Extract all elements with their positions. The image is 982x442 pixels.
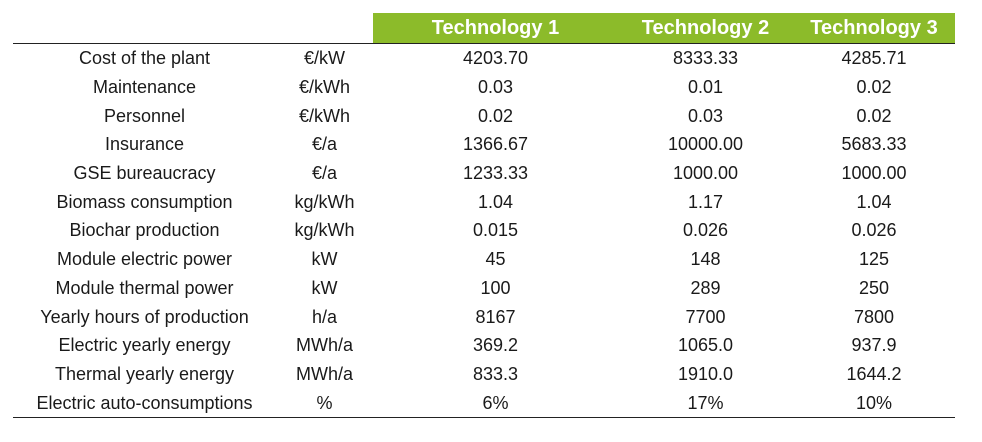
table-row: Personnel €/kWh 0.02 0.03 0.02 bbox=[13, 101, 955, 130]
technology-3-value-cell: 937.9 bbox=[851, 335, 897, 356]
technology-2-value-cell: 0.026 bbox=[682, 220, 729, 241]
technology-3-value-cell: 0.02 bbox=[856, 77, 892, 98]
table-row: Biochar production kg/kWh 0.015 0.026 0.026 bbox=[13, 216, 955, 245]
parameter-cell: Thermal yearly energy bbox=[54, 363, 235, 384]
parameter-cell: Personnel bbox=[103, 105, 186, 126]
technology-2-value-cell: 0.01 bbox=[687, 77, 724, 98]
unit-cell: h/a bbox=[311, 306, 338, 327]
technology-1-value-cell: 6% bbox=[482, 392, 509, 413]
technology-3-value-cell: 250 bbox=[858, 277, 890, 298]
unit-cell: €/kW bbox=[303, 48, 345, 69]
parameter-cell: Electric auto-consumptions bbox=[36, 392, 253, 413]
parameter-cell: Cost of the plant bbox=[78, 48, 211, 69]
unit-cell: €/kWh bbox=[298, 77, 350, 98]
technology-2-value-cell: 10000.00 bbox=[667, 134, 744, 155]
technology-2-value-cell: 7700 bbox=[685, 306, 726, 327]
unit-cell: €/a bbox=[311, 163, 338, 184]
table-row: GSE bureaucracy €/a 1233.33 1000.00 1000.00 bbox=[13, 159, 955, 188]
header-technology-1: Technology 1 bbox=[373, 13, 618, 44]
technology-3-value-cell: 1644.2 bbox=[846, 363, 902, 384]
header-blank-unit-cell bbox=[276, 13, 373, 44]
technology-1-value-cell: 0.02 bbox=[477, 105, 514, 126]
table-row: Biomass consumption kg/kWh 1.04 1.17 1.04 bbox=[13, 187, 955, 216]
technology-3-value-cell: 1.04 bbox=[856, 191, 892, 212]
table-row: Electric yearly energy MWh/a 369.2 1065.0 93… bbox=[13, 331, 955, 360]
technology-3-value-cell: 4285.71 bbox=[841, 48, 907, 69]
table-body: Cost of the plant €/kW 4203.70 8333.33 4285.… bbox=[13, 44, 955, 418]
header-blank-cell bbox=[13, 13, 276, 44]
technology-3-value-cell: 1000.00 bbox=[841, 163, 907, 184]
unit-cell: €/kWh bbox=[298, 105, 350, 126]
header-row: Technology 1 Technology 2 Technology 3 bbox=[13, 13, 955, 44]
technology-3-value-cell: 0.02 bbox=[856, 105, 892, 126]
technology-2-value-cell: 1910.0 bbox=[677, 363, 734, 384]
technology-1-value-cell: 0.015 bbox=[472, 220, 519, 241]
technology-1-value-cell: 100 bbox=[480, 277, 511, 298]
unit-cell: kW bbox=[311, 277, 338, 298]
unit-cell: €/a bbox=[311, 134, 338, 155]
parameter-cell: Insurance bbox=[104, 134, 185, 155]
technology-2-value-cell: 8333.33 bbox=[672, 48, 739, 69]
unit-cell: MWh/a bbox=[295, 363, 353, 384]
technology-3-value-cell: 7800 bbox=[853, 306, 895, 327]
technology-1-value-cell: 1.04 bbox=[477, 191, 514, 212]
parameter-cell: Biomass consumption bbox=[56, 191, 233, 212]
table-row: Cost of the plant €/kW 4203.70 8333.33 4285.… bbox=[13, 44, 955, 73]
technology-2-value-cell: 289 bbox=[690, 277, 721, 298]
technology-1-value-cell: 1233.33 bbox=[462, 163, 529, 184]
technology-2-value-cell: 0.03 bbox=[687, 105, 724, 126]
technology-2-value-cell: 1.17 bbox=[687, 191, 724, 212]
unit-cell: kg/kWh bbox=[294, 191, 355, 212]
header-technology-3: Technology 3 bbox=[793, 13, 955, 44]
technology-2-value-cell: 17% bbox=[687, 392, 724, 413]
technology-3-value-cell: 10% bbox=[855, 392, 893, 413]
table-row: Maintenance €/kWh 0.03 0.01 0.02 bbox=[13, 73, 955, 102]
parameter-cell: Yearly hours of production bbox=[40, 306, 249, 327]
table-row: Yearly hours of production h/a 8167 7700 780… bbox=[13, 302, 955, 331]
technology-1-value-cell: 833.3 bbox=[472, 363, 519, 384]
technology-2-value-cell: 148 bbox=[690, 249, 721, 270]
technology-3-value-cell: 125 bbox=[858, 249, 890, 270]
technology-3-value-cell: 5683.33 bbox=[841, 134, 907, 155]
unit-cell: kg/kWh bbox=[294, 220, 355, 241]
table-row: Electric auto-consumptions% 6% 17% 10% bbox=[13, 388, 955, 418]
technology-comparison-table-container: Technology 1 Technology 2 Technology 3 C… bbox=[13, 13, 955, 418]
table-row: Insurance €/a 1366.67 10000.00 5683.33 bbox=[13, 130, 955, 159]
header-technology-2: Technology 2 bbox=[618, 13, 793, 44]
parameter-cell: Module electric power bbox=[56, 249, 233, 270]
parameter-cell: Biochar production bbox=[69, 220, 220, 241]
technology-1-value-cell: 369.2 bbox=[472, 335, 519, 356]
technology-comparison-table: Technology 1 Technology 2 Technology 3 C… bbox=[13, 13, 955, 418]
parameter-cell: Module thermal power bbox=[55, 277, 234, 298]
technology-3-value-cell: 0.026 bbox=[851, 220, 897, 241]
table-row: Module thermal power kW 100 289 250 bbox=[13, 274, 955, 303]
technology-1-value-cell: 0.03 bbox=[477, 77, 514, 98]
table-row: Thermal yearly energy MWh/a 833.3 1910.0 164… bbox=[13, 360, 955, 389]
technology-2-value-cell: 1065.0 bbox=[677, 335, 734, 356]
technology-1-value-cell: 45 bbox=[485, 249, 506, 270]
table-header: Technology 1 Technology 2 Technology 3 bbox=[13, 13, 955, 44]
parameter-cell: Electric yearly energy bbox=[58, 335, 231, 356]
technology-2-value-cell: 1000.00 bbox=[672, 163, 739, 184]
unit-cell: MWh/a bbox=[295, 335, 353, 356]
table-row: Module electric power kW 45 148 125 bbox=[13, 245, 955, 274]
technology-1-value-cell: 8167 bbox=[475, 306, 516, 327]
unit-cell: kW bbox=[311, 249, 338, 270]
technology-1-value-cell: 4203.70 bbox=[462, 48, 529, 69]
technology-1-value-cell: 1366.67 bbox=[462, 134, 529, 155]
unit-cell: % bbox=[316, 392, 333, 413]
parameter-cell: GSE bureaucracy bbox=[73, 163, 216, 184]
parameter-cell: Maintenance bbox=[92, 77, 197, 98]
